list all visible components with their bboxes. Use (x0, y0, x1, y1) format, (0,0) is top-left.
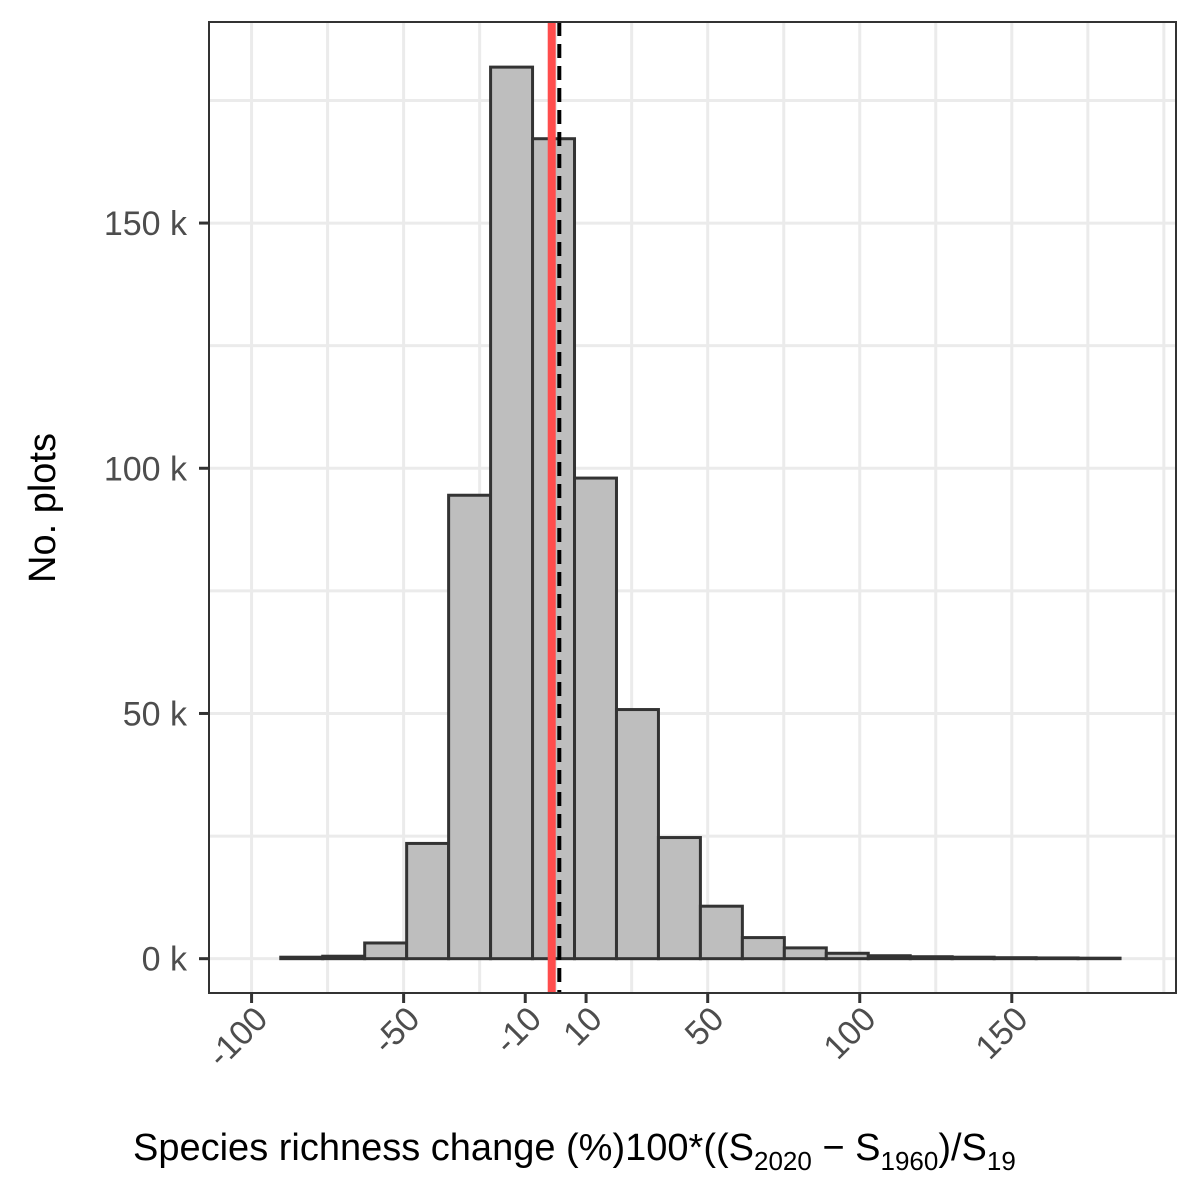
y-tick-label: 0 k (142, 941, 188, 979)
reference-lines (547, 22, 562, 993)
histogram-bar (614, 708, 660, 961)
y-tick-label: 50 k (123, 695, 188, 733)
x-axis-title: Species richness change (%)100*((S2020 −… (133, 1127, 1016, 1176)
x-axis-title-mid: − S (812, 1127, 881, 1169)
histogram-bar (321, 954, 367, 961)
histogram-bar (405, 841, 451, 961)
histogram-bar (698, 904, 744, 961)
plot-panel-border (208, 21, 1177, 994)
x-axis-title-sub-19: 19 (987, 1146, 1016, 1176)
x-axis-title-sub-1960: 1960 (880, 1146, 938, 1176)
x-axis-title-suffix: )/S (938, 1127, 987, 1169)
histogram-bar (824, 951, 870, 961)
histogram-bar (279, 955, 325, 961)
y-axis: 0 k 50 k 100 k 150 k (104, 205, 209, 979)
histogram-bar (447, 493, 493, 961)
x-axis-title-sub-2020: 2020 (754, 1146, 812, 1176)
histogram-bar (1034, 956, 1080, 961)
x-axis-title-prefix: Species richness change (%)100*((S (133, 1127, 754, 1169)
histogram-bar (656, 836, 702, 961)
y-axis-title: No. plots (22, 433, 64, 583)
histogram-bar (908, 955, 954, 961)
histogram-bar (950, 955, 996, 961)
histogram-bar (489, 65, 535, 961)
y-tick-label: 150 k (104, 205, 188, 243)
histogram-bar (992, 956, 1038, 961)
histogram-bar (363, 941, 409, 961)
histogram-bar (573, 476, 618, 961)
histogram-bar (740, 936, 786, 961)
histogram-bar (866, 954, 912, 961)
y-tick-label: 100 k (104, 450, 188, 488)
histogram-bar (782, 946, 828, 961)
